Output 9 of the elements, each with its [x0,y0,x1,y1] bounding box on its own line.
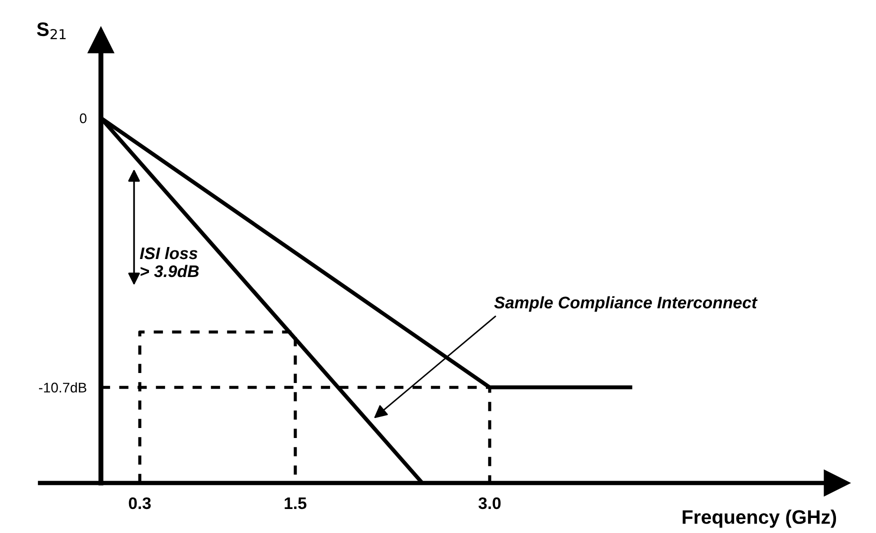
x-tick-label: 1.5 [284,498,306,510]
annotation: ISI loss > 3.9dB [140,246,199,278]
y-tick-label: 0 [80,113,86,124]
y-tick-label: -10.7dB [38,382,86,393]
y-axis-title: S$_{21}$ [36,22,66,40]
x-tick-label: 0.3 [128,497,151,510]
x-axis-title: Frequency (GHz) [682,510,836,528]
x-tick-label: 3.0 [478,497,501,510]
annotation: Sample Compliance Interconnect [494,296,758,312]
